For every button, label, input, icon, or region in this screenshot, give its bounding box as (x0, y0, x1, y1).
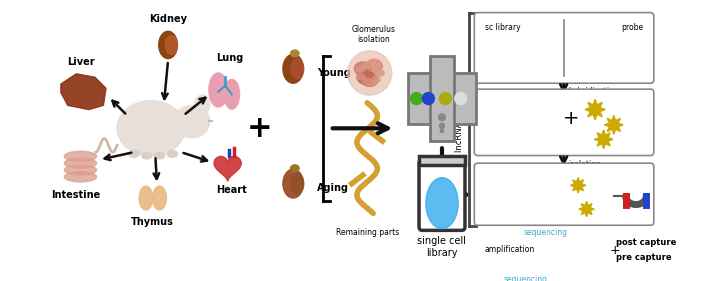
Polygon shape (570, 178, 586, 193)
Text: lncRNA capture: lncRNA capture (454, 87, 464, 153)
Text: Young: Young (317, 68, 351, 78)
Ellipse shape (64, 158, 96, 168)
Text: Glomerulus
isolation: Glomerulus isolation (352, 25, 396, 44)
Text: Lung: Lung (216, 53, 243, 63)
Text: isolation: isolation (568, 160, 600, 169)
Ellipse shape (356, 66, 365, 72)
Ellipse shape (283, 169, 303, 198)
FancyBboxPatch shape (430, 56, 454, 141)
Ellipse shape (117, 101, 185, 156)
Text: hybridization: hybridization (568, 87, 618, 96)
Text: Thymus: Thymus (131, 217, 174, 227)
Ellipse shape (376, 70, 384, 76)
Circle shape (410, 92, 423, 105)
FancyBboxPatch shape (474, 163, 654, 225)
Ellipse shape (291, 173, 304, 194)
Ellipse shape (283, 54, 303, 83)
Ellipse shape (348, 51, 392, 95)
Circle shape (438, 114, 446, 121)
Ellipse shape (376, 70, 384, 76)
FancyBboxPatch shape (408, 73, 476, 124)
Circle shape (423, 92, 434, 105)
Ellipse shape (64, 151, 96, 162)
Text: Kidney: Kidney (149, 14, 187, 24)
FancyBboxPatch shape (419, 156, 465, 165)
Text: pre capture: pre capture (616, 253, 671, 262)
Ellipse shape (166, 36, 177, 54)
Ellipse shape (174, 105, 210, 138)
Ellipse shape (224, 79, 240, 109)
Ellipse shape (366, 59, 382, 73)
Text: +: + (563, 108, 580, 128)
Polygon shape (214, 157, 241, 181)
Circle shape (439, 123, 444, 128)
Ellipse shape (129, 150, 139, 157)
Ellipse shape (354, 62, 372, 76)
Ellipse shape (155, 152, 165, 159)
Ellipse shape (194, 95, 210, 114)
Ellipse shape (363, 78, 372, 84)
Text: Liver: Liver (67, 57, 94, 67)
Ellipse shape (167, 150, 177, 157)
Text: Remaining parts: Remaining parts (336, 228, 399, 237)
Circle shape (441, 129, 444, 133)
Text: amplification: amplification (485, 244, 535, 253)
Ellipse shape (153, 186, 166, 210)
Ellipse shape (372, 64, 380, 69)
Polygon shape (579, 201, 594, 217)
Text: sequencing: sequencing (523, 228, 568, 237)
FancyBboxPatch shape (474, 89, 654, 155)
Ellipse shape (291, 50, 299, 57)
Circle shape (455, 92, 467, 105)
Ellipse shape (139, 186, 153, 210)
Text: sequencing: sequencing (503, 275, 547, 281)
Polygon shape (594, 130, 613, 149)
FancyBboxPatch shape (474, 13, 654, 83)
Text: +: + (610, 244, 620, 257)
Polygon shape (585, 99, 606, 120)
Ellipse shape (158, 31, 177, 58)
Ellipse shape (372, 77, 380, 83)
Text: post capture: post capture (616, 238, 676, 247)
Ellipse shape (209, 73, 228, 107)
Text: Heart: Heart (217, 185, 247, 195)
Text: Aging: Aging (317, 183, 349, 193)
Ellipse shape (291, 165, 299, 172)
Ellipse shape (363, 62, 372, 68)
Ellipse shape (291, 58, 304, 79)
Ellipse shape (356, 74, 365, 80)
Ellipse shape (142, 152, 152, 159)
FancyBboxPatch shape (419, 160, 465, 230)
Ellipse shape (426, 178, 458, 229)
Text: sc library: sc library (485, 23, 520, 32)
Polygon shape (605, 115, 624, 134)
Text: Intestine: Intestine (52, 191, 101, 200)
Text: probe: probe (621, 23, 644, 32)
Polygon shape (61, 74, 106, 110)
Ellipse shape (64, 165, 96, 175)
Ellipse shape (357, 71, 374, 84)
Text: single cell
library: single cell library (418, 236, 467, 258)
Text: +: + (246, 114, 272, 143)
Circle shape (439, 92, 451, 105)
Ellipse shape (361, 73, 378, 87)
Ellipse shape (64, 172, 96, 182)
